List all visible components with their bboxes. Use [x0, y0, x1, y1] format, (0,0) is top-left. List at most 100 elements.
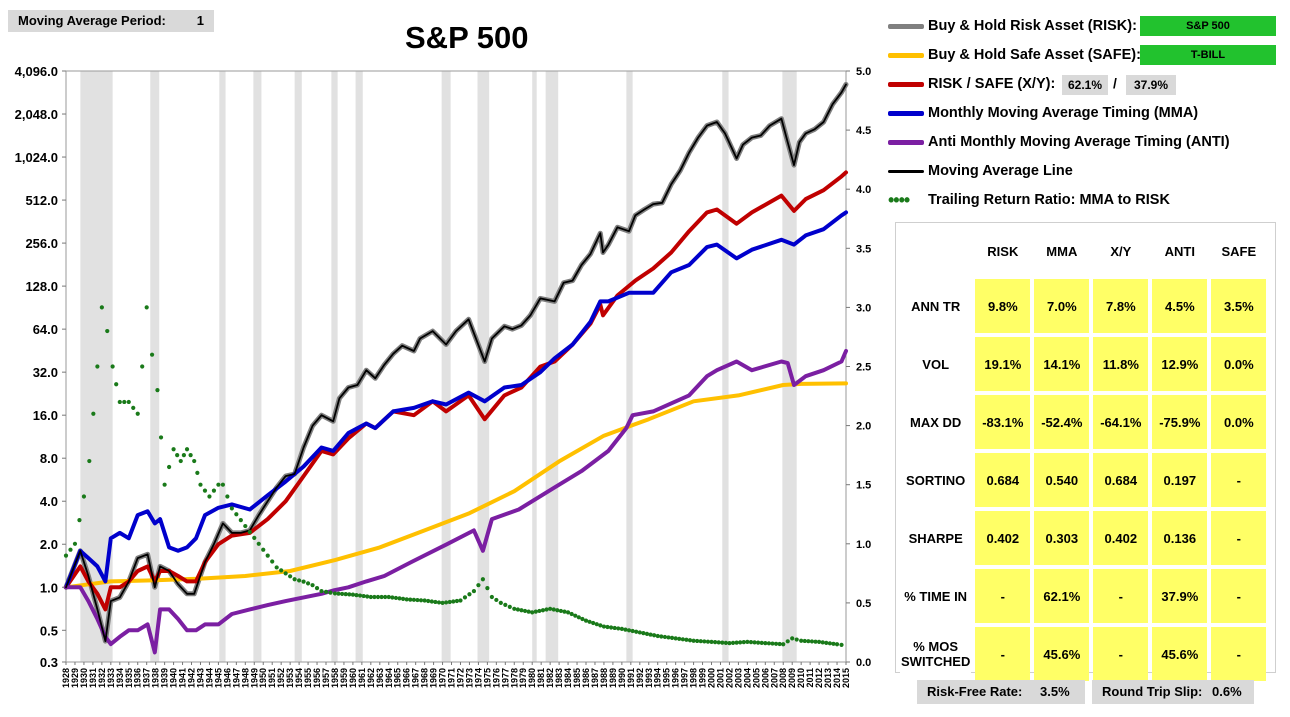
risk-asset-tag[interactable]: S&P 500 — [1140, 16, 1276, 36]
legend-item-ma-line: Moving Average Line — [888, 160, 1073, 182]
ratio-point — [824, 640, 829, 645]
legend-swatch-ma-line — [888, 169, 924, 173]
xy-safe-pct[interactable]: 37.9% — [1126, 75, 1176, 95]
ratio-point — [91, 411, 96, 416]
stats-cell: 37.9% — [1152, 569, 1208, 623]
ratio-point — [548, 606, 553, 611]
ratio-point — [616, 626, 621, 631]
ratio-point — [730, 640, 736, 645]
slip-value[interactable]: 0.6% — [1212, 684, 1242, 699]
x-tick-label: 1951 — [267, 668, 277, 688]
ratio-point — [401, 596, 406, 601]
ratio-point — [576, 615, 581, 620]
x-tick-label: 1972 — [455, 668, 465, 688]
ratio-point — [347, 592, 352, 597]
legend-item-ratio: •••• Trailing Return Ratio: MMA to RISK — [888, 189, 1170, 211]
ratio-point — [433, 599, 438, 605]
xy-risk-pct[interactable]: 62.1% — [1062, 75, 1108, 95]
ratio-point — [234, 512, 239, 517]
stats-cell: 0.684 — [975, 453, 1031, 507]
x-tick-label: 2009 — [787, 668, 797, 688]
stats-panel: RISK MMA X/Y ANTI SAFE ANN TR 9.8% 7.0% 7.8… — [895, 222, 1276, 681]
x-tick-label: 1936 — [133, 668, 143, 688]
x-tick-label: 2007 — [769, 668, 779, 688]
x-tick-label: 1953 — [285, 668, 295, 688]
legend-label-safe: Buy & Hold Safe Asset (SAFE): — [928, 47, 1141, 63]
stats-cell: 9.8% — [975, 279, 1031, 333]
x-tick-label: 1969 — [429, 668, 439, 688]
ratio-point — [126, 399, 131, 405]
ratio-point — [507, 604, 512, 609]
ratio-point — [110, 364, 115, 369]
x-tick-label: 2015 — [841, 668, 851, 688]
ratio-point — [799, 638, 804, 643]
ratio-point — [229, 506, 234, 511]
stats-row-label: VOL — [900, 337, 972, 391]
shaded-period — [150, 71, 160, 662]
ratio-point — [713, 640, 718, 645]
ratio-point — [526, 609, 531, 614]
ratio-point — [766, 641, 771, 646]
ratio-point — [494, 597, 499, 603]
ratio-point — [727, 640, 732, 646]
ratio-point — [806, 639, 811, 644]
ratio-point — [361, 593, 366, 599]
ratio-point — [365, 594, 370, 599]
x-tick-label: 2001 — [715, 668, 725, 688]
ratio-point — [702, 639, 707, 644]
stats-row: % MOS SWITCHED -45.6% -45.6% - — [900, 627, 1267, 681]
ratio-point — [336, 591, 341, 596]
ratio-point — [503, 602, 508, 607]
x-tick-label: 1991 — [626, 668, 636, 688]
x-tick-label: 1949 — [249, 668, 259, 688]
stats-cell: - — [1093, 569, 1149, 623]
ratio-point — [752, 640, 757, 645]
ratio-point — [485, 586, 490, 591]
ma-period-value[interactable]: 1 — [196, 13, 204, 28]
x-tick-label: 1955 — [303, 668, 313, 688]
ratio-point — [184, 447, 190, 452]
shaded-period — [355, 71, 363, 662]
ratio-point — [383, 594, 388, 600]
x-tick-label: 2004 — [742, 668, 752, 688]
stats-cell: - — [975, 569, 1031, 623]
ratio-point — [105, 328, 110, 334]
stats-corner — [900, 227, 972, 275]
ratio-point — [198, 482, 203, 487]
ratio-point — [444, 600, 449, 605]
ratio-point — [323, 589, 329, 594]
y-right-tick-label: 1.5 — [856, 480, 871, 492]
ratio-point — [662, 634, 667, 640]
ratio-point — [476, 583, 481, 588]
x-tick-label: 2010 — [796, 668, 806, 688]
ratio-point — [350, 592, 355, 597]
stats-row: ANN TR 9.8% 7.0% 7.8% 4.5% 3.5% — [900, 279, 1267, 333]
safe-asset-tag[interactable]: T-BILL — [1140, 45, 1276, 65]
x-tick-label: 1933 — [106, 668, 116, 688]
ratio-point — [319, 588, 324, 594]
x-tick-label: 2013 — [823, 668, 833, 688]
shaded-period — [545, 71, 559, 662]
ratio-point — [314, 586, 320, 591]
stats-header-row: RISK MMA X/Y ANTI SAFE — [900, 227, 1267, 275]
ratio-point — [158, 435, 164, 440]
ratio-point — [216, 482, 221, 487]
series-line — [64, 210, 848, 590]
stats-cell: 45.6% — [1152, 627, 1208, 681]
x-tick-label: 1975 — [482, 668, 492, 688]
x-tick-label: 1992 — [635, 668, 645, 688]
ratio-point — [436, 600, 442, 605]
ratio-point — [375, 594, 381, 600]
ratio-point — [759, 640, 764, 645]
y-left-tick-label: 64.0 — [33, 322, 58, 337]
stats-col-safe: SAFE — [1211, 227, 1267, 275]
ratio-point — [609, 625, 614, 630]
risk-free-value[interactable]: 3.5% — [1040, 684, 1070, 699]
stats-cell: - — [1211, 627, 1267, 681]
x-tick-label: 1985 — [572, 668, 582, 688]
chart-plot: 4,096.0 2,048.0 1,024.0 512.0 256.0 128.0 64.0… — [15, 64, 872, 688]
legend-swatch-safe — [888, 52, 924, 58]
y-left-tick-label: 2,048.0 — [15, 107, 58, 122]
x-tick-label: 1971 — [447, 668, 457, 688]
ratio-point — [785, 639, 790, 644]
